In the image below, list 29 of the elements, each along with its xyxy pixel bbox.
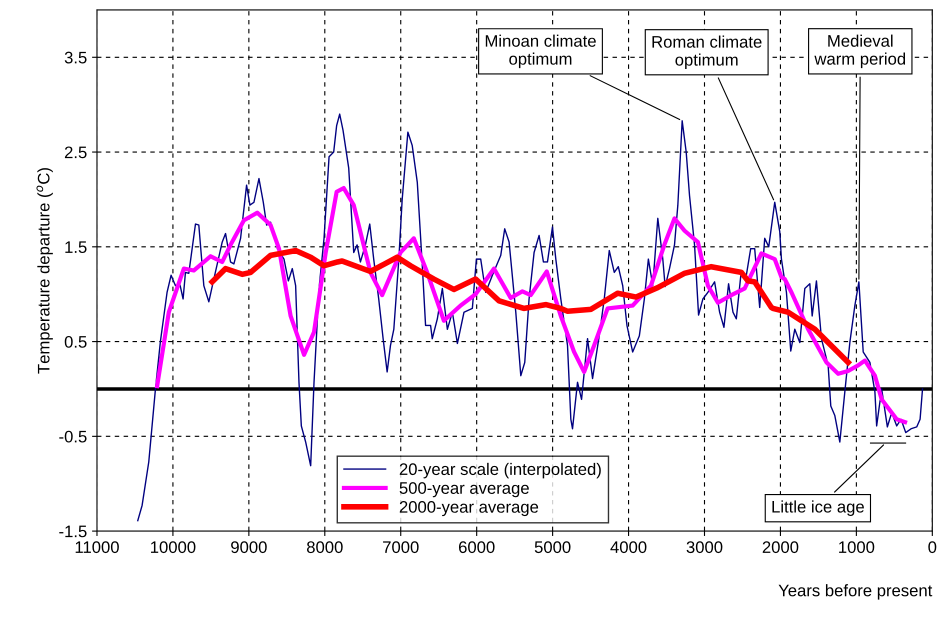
y-axis-title: Temperature departure ($^{o}$C) [36, 168, 53, 374]
annotation: Roman climate optimum [652, 36, 762, 70]
x-tick-label: 8000 [306, 541, 343, 554]
annotation: Medieval warm period [814, 34, 906, 68]
x-tick-label: 7000 [383, 541, 419, 554]
line-series [155, 186, 908, 424]
x-tick-label: 10000 [151, 541, 196, 554]
x-tick-label: 1000 [839, 541, 874, 554]
x-tick-label: 3000 [686, 541, 722, 554]
x-axis-title: Years before present [778, 584, 932, 600]
legend-label: 500-year average [400, 482, 529, 498]
x-tick-label: 6000 [458, 541, 495, 554]
y-tick-label: 2.5 [64, 146, 87, 158]
y-tick-label: 1.5 [65, 241, 87, 254]
x-tick-label: 11000 [76, 541, 119, 554]
line-series [137, 113, 924, 522]
y-tick-label: -1.5 [59, 526, 87, 538]
x-tick-label: 5000 [534, 541, 571, 554]
legend-label: 2000-year average [400, 501, 538, 516]
y-tick-label: 3.5 [64, 52, 87, 64]
y-tick-label: -0.5 [59, 430, 87, 443]
x-tick-label: 2000 [762, 541, 798, 554]
y-tick-label: 0.5 [64, 336, 87, 348]
x-tick-label: 0 [928, 541, 936, 554]
annotation: Little ice age [772, 500, 864, 516]
annotation: Minoan climate optimum [486, 34, 596, 68]
x-tick-label: 4000 [610, 541, 646, 554]
legend-label: 20-year scale (interpolated) [400, 462, 601, 478]
x-tick-label: 9000 [231, 541, 267, 554]
